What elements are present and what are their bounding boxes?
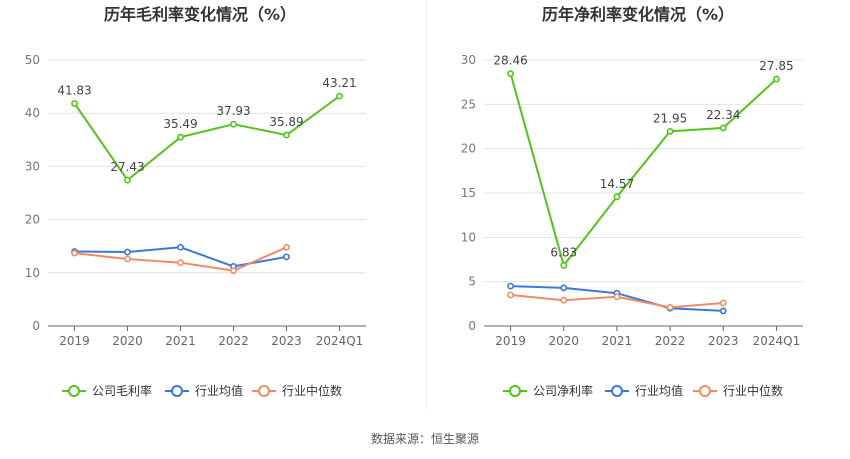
data-point-company: [177, 133, 184, 141]
legend-marker: [509, 385, 521, 397]
data-source-label: 数据来源：: [370, 432, 431, 446]
data-source-value: 恒生聚源: [431, 432, 480, 446]
legend-label: 行业中位数: [723, 383, 783, 398]
data-point-industry_median: [71, 249, 78, 257]
data-label: 35.49: [163, 117, 197, 131]
legend-marker: [68, 385, 80, 397]
data-point-industry_avg: [177, 243, 184, 251]
x-tick-label: 2024Q1: [753, 334, 801, 348]
data-point-industry_median: [124, 255, 131, 263]
data-point-company: [336, 92, 343, 100]
data-point-company: [773, 75, 780, 83]
data-point-industry_median: [230, 267, 237, 275]
data-point-company: [719, 124, 727, 132]
data-point-industry_median: [666, 303, 674, 311]
data-point-industry_median: [283, 243, 290, 251]
data-point-industry_median: [560, 296, 568, 304]
legend-label: 行业均值: [195, 383, 243, 398]
data-point-company: [283, 131, 290, 139]
chart-title: 历年净利率变化情况（%）: [542, 5, 734, 24]
data-label: 35.89: [269, 115, 303, 129]
legend-marker: [258, 385, 270, 397]
y-tick-label: 40: [25, 106, 40, 120]
y-tick-label: 10: [25, 266, 40, 280]
y-tick-label: 30: [25, 159, 40, 173]
data-point-industry_avg: [507, 282, 514, 290]
legend-label: 公司毛利率: [92, 383, 152, 398]
panel-divider: [426, 0, 427, 410]
data-label: 22.34: [706, 108, 740, 122]
x-tick-label: 2020: [112, 334, 143, 348]
series-line-company: [73, 95, 341, 182]
x-tick-label: 2023: [708, 334, 739, 348]
series-line-industry_median: [74, 246, 287, 272]
series-line-company: [509, 73, 778, 268]
x-tick-label: 2022: [218, 334, 249, 348]
x-tick-label: 2019: [495, 334, 526, 348]
data-point-industry_avg: [719, 307, 727, 315]
data-label: 27.43: [110, 160, 144, 174]
data-point-industry_avg: [124, 248, 131, 256]
y-tick-label: 50: [25, 53, 40, 67]
data-point-industry_median: [177, 259, 184, 267]
data-label: 37.93: [216, 104, 250, 118]
legend-marker: [171, 385, 183, 397]
legend-label: 公司净利率: [533, 383, 593, 398]
data-point-company: [507, 70, 514, 78]
x-tick-label: 2024Q1: [316, 334, 364, 348]
y-tick-label: 5: [468, 275, 476, 289]
data-label: 28.46: [493, 54, 527, 68]
data-label: 43.21: [322, 76, 356, 90]
data-source: 数据来源：恒生聚源: [0, 430, 850, 447]
y-tick-label: 0: [468, 319, 476, 333]
legend-label: 行业中位数: [282, 383, 342, 398]
data-label: 6.83: [550, 245, 577, 259]
data-point-industry_median: [719, 299, 727, 307]
y-tick-label: 20: [25, 213, 40, 227]
y-tick-label: 15: [461, 186, 476, 200]
x-tick-label: 2020: [548, 334, 579, 348]
data-point-company: [124, 176, 131, 184]
legend-marker: [611, 385, 623, 397]
data-point-company: [71, 100, 78, 107]
data-point-industry_avg: [560, 284, 568, 292]
legend-marker: [699, 385, 711, 397]
y-tick-label: 10: [461, 230, 476, 244]
data-point-industry_median: [507, 291, 514, 299]
x-tick-label: 2023: [271, 334, 302, 348]
y-tick-label: 25: [461, 97, 476, 111]
x-tick-label: 2019: [59, 334, 90, 348]
y-tick-label: 0: [32, 319, 40, 333]
data-label: 21.95: [653, 111, 687, 125]
data-point-company: [230, 120, 237, 128]
x-tick-label: 2022: [655, 334, 686, 348]
data-point-industry_median: [613, 293, 621, 301]
x-tick-label: 2021: [602, 334, 633, 348]
data-label: 27.85: [759, 59, 793, 73]
data-point-company: [613, 193, 621, 201]
legend-label: 行业均值: [635, 383, 683, 398]
x-tick-label: 2021: [165, 334, 196, 348]
y-tick-label: 20: [461, 142, 476, 156]
data-point-company: [560, 262, 568, 269]
data-label: 41.83: [57, 83, 91, 97]
data-label: 14.57: [600, 177, 634, 191]
data-point-company: [666, 127, 674, 135]
chart-title: 历年毛利率变化情况（%）: [104, 5, 296, 24]
data-point-industry_avg: [283, 253, 290, 261]
y-tick-label: 30: [461, 53, 476, 67]
